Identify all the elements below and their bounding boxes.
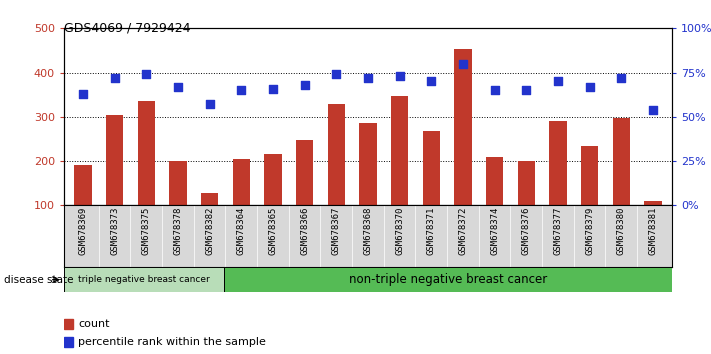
Bar (581, 147, 598, 250)
Point (172, 84, 183, 90)
Text: GSM678373: GSM678373 (110, 207, 119, 255)
Text: GSM678370: GSM678370 (395, 207, 404, 255)
Point (394, 73, 405, 79)
Point (109, 75, 120, 81)
Point (489, 87, 501, 93)
Text: GSM678382: GSM678382 (205, 207, 214, 255)
Bar (644, 201, 662, 250)
Text: GSM678380: GSM678380 (616, 207, 626, 255)
Bar (138, 101, 155, 250)
Bar (64, 267, 224, 292)
Bar (296, 140, 314, 250)
Text: triple negative breast cancer: triple negative breast cancer (78, 275, 210, 284)
Bar (518, 161, 535, 250)
Bar (328, 104, 345, 250)
Bar (224, 267, 672, 292)
Point (235, 87, 247, 93)
Bar (64, 319, 73, 329)
Point (267, 86, 279, 91)
Text: disease state: disease state (4, 275, 73, 285)
Bar (454, 49, 471, 250)
Text: GSM678377: GSM678377 (553, 207, 562, 255)
Bar (74, 165, 92, 250)
Text: count: count (78, 319, 109, 329)
Point (457, 61, 469, 67)
Text: GSM678369: GSM678369 (78, 207, 87, 255)
Point (616, 75, 627, 81)
Text: GSM678375: GSM678375 (141, 207, 151, 255)
Point (426, 79, 437, 84)
Point (584, 84, 595, 90)
Text: percentile rank within the sample: percentile rank within the sample (78, 337, 266, 347)
Bar (486, 156, 503, 250)
Bar (359, 124, 377, 250)
Text: GSM678379: GSM678379 (585, 207, 594, 255)
Bar (232, 159, 250, 250)
Point (647, 107, 658, 113)
Text: GSM678366: GSM678366 (300, 207, 309, 255)
Point (299, 82, 310, 88)
Point (77, 91, 89, 97)
Bar (106, 115, 123, 250)
Text: GSM678364: GSM678364 (237, 207, 246, 255)
Bar (549, 121, 567, 250)
Text: GSM678367: GSM678367 (332, 207, 341, 255)
Text: GSM678374: GSM678374 (490, 207, 499, 255)
Point (204, 102, 215, 107)
Text: GSM678368: GSM678368 (363, 207, 373, 255)
Point (552, 79, 564, 84)
Bar (201, 193, 218, 250)
Point (520, 87, 532, 93)
Text: GSM678381: GSM678381 (648, 207, 658, 255)
Text: GSM678365: GSM678365 (269, 207, 277, 255)
Point (331, 72, 342, 77)
Point (362, 75, 374, 81)
Text: non-triple negative breast cancer: non-triple negative breast cancer (349, 273, 547, 286)
Text: GSM678371: GSM678371 (427, 207, 436, 255)
Bar (169, 161, 187, 250)
Bar (422, 131, 440, 250)
Bar (64, 337, 73, 347)
Text: GSM678378: GSM678378 (173, 207, 183, 255)
Text: GSM678376: GSM678376 (522, 207, 530, 255)
Bar (391, 96, 408, 250)
Point (141, 72, 152, 77)
Text: GDS4069 / 7929424: GDS4069 / 7929424 (64, 21, 191, 34)
Bar (264, 154, 282, 250)
Text: GSM678372: GSM678372 (459, 207, 467, 255)
Bar (613, 118, 630, 250)
